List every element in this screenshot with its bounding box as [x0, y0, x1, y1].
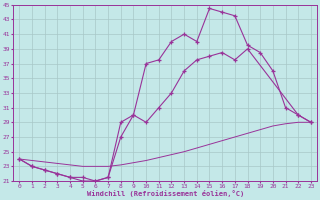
X-axis label: Windchill (Refroidissement éolien,°C): Windchill (Refroidissement éolien,°C) [86, 190, 244, 197]
